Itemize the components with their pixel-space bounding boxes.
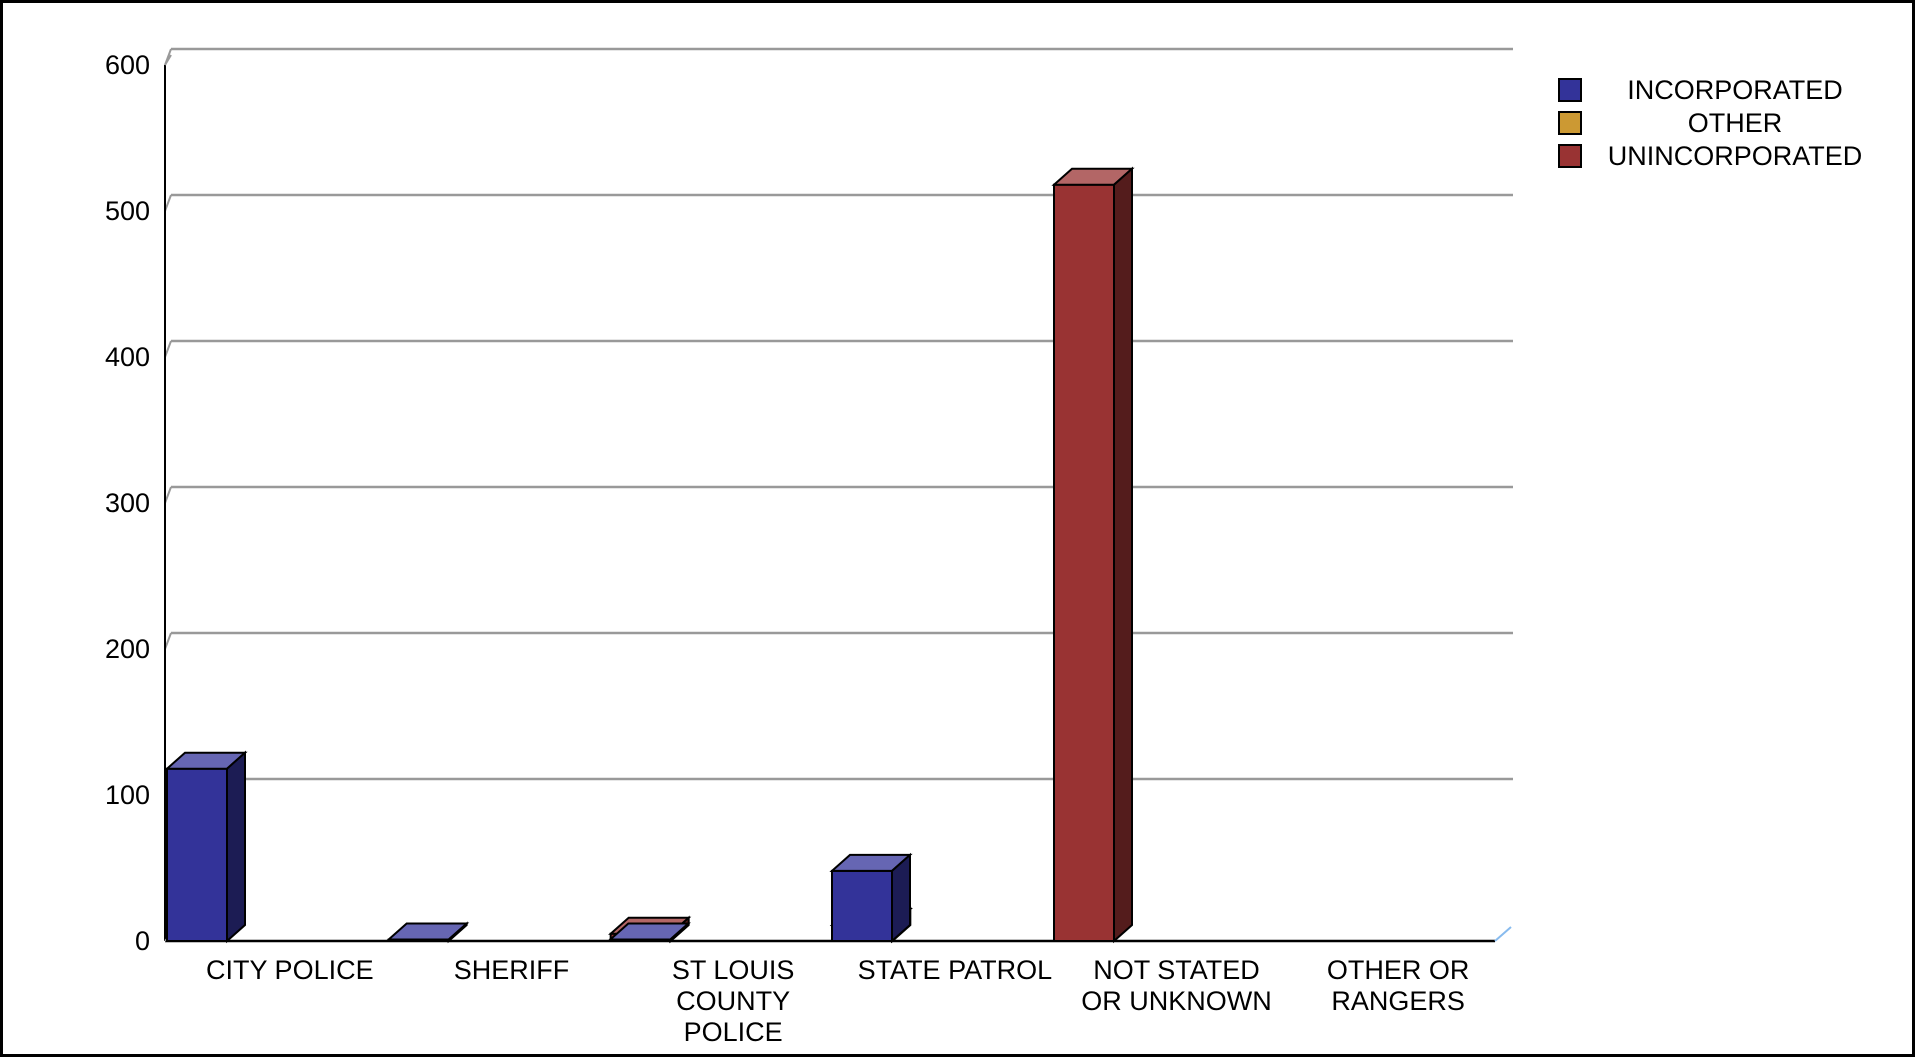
bars: [164, 166, 1135, 944]
x-category-label-line: STATE PATROL: [858, 955, 1053, 985]
x-category-label: STATE PATROL: [858, 955, 1053, 985]
x-category-label-line: NOT STATED: [1093, 955, 1260, 985]
x-axis-category-labels: CITY POLICE SHERIFF ST LOUIS COUNTY POLICEST…: [206, 955, 1469, 1047]
x-category-label: SHERIFF: [454, 955, 570, 985]
y-tick-label: 0: [135, 926, 150, 956]
bar-incorporated-3: [829, 852, 913, 944]
bar-side: [669, 921, 690, 944]
bar-side: [891, 852, 911, 944]
x-category-label-line: OR UNKNOWN: [1081, 986, 1272, 1016]
y-axis-top-connector: [164, 54, 172, 66]
bar-incorporated-0: [164, 750, 248, 944]
x-category-label-line: ST LOUIS: [672, 955, 795, 985]
x-category-label-line: POLICE: [684, 1017, 783, 1047]
bar-incorporated-1: [386, 921, 470, 944]
floor-edge: [1494, 926, 1512, 942]
bar-front: [166, 767, 228, 942]
bar-side: [447, 921, 468, 944]
y-axis-tick-labels: 0 100 200 300 400 500 600: [105, 50, 150, 956]
bar-incorporated-2: [607, 921, 691, 944]
legend-swatch-other: [1558, 111, 1582, 135]
gridlines: [164, 47, 1513, 796]
y-tick-label: 100: [105, 780, 150, 810]
x-category-label-line: CITY POLICE: [206, 955, 374, 985]
bar-top: [386, 922, 470, 941]
bar-front: [831, 869, 893, 942]
x-category-label: ST LOUIS COUNTY POLICE: [672, 955, 795, 1047]
x-category-label: OTHER OR RANGERS: [1327, 955, 1470, 1016]
legend-swatch-unincorporated: [1558, 144, 1582, 168]
y-tick-label: 500: [105, 196, 150, 226]
legend-label-other: OTHER: [1688, 108, 1783, 138]
axes: [164, 54, 1512, 943]
y-tick-label: 200: [105, 634, 150, 664]
x-category-label-line: RANGERS: [1331, 986, 1465, 1016]
x-category-label-line: COUNTY: [676, 986, 790, 1016]
bar-chart: 0 100 200 300 400 500 600 CITY POLICE SHERIFF ST…: [105, 47, 1863, 1047]
y-tick-label: 600: [105, 50, 150, 80]
legend-swatch-incorporated: [1558, 78, 1582, 102]
bar-front: [1053, 183, 1115, 943]
legend-label-unincorporated: UNINCORPORATED: [1608, 141, 1863, 171]
y-tick-label: 300: [105, 488, 150, 518]
bar-side: [1113, 166, 1133, 944]
x-category-label: NOT STATED OR UNKNOWN: [1081, 955, 1272, 1016]
bar-unincorporated-3: [1051, 166, 1135, 944]
legend-label-incorporated: INCORPORATED: [1627, 75, 1843, 105]
y-tick-label: 400: [105, 342, 150, 372]
bar-side: [226, 750, 246, 944]
x-category-label-line: SHERIFF: [454, 955, 570, 985]
x-category-label-line: OTHER OR: [1327, 955, 1470, 985]
x-category-label: CITY POLICE: [206, 955, 374, 985]
